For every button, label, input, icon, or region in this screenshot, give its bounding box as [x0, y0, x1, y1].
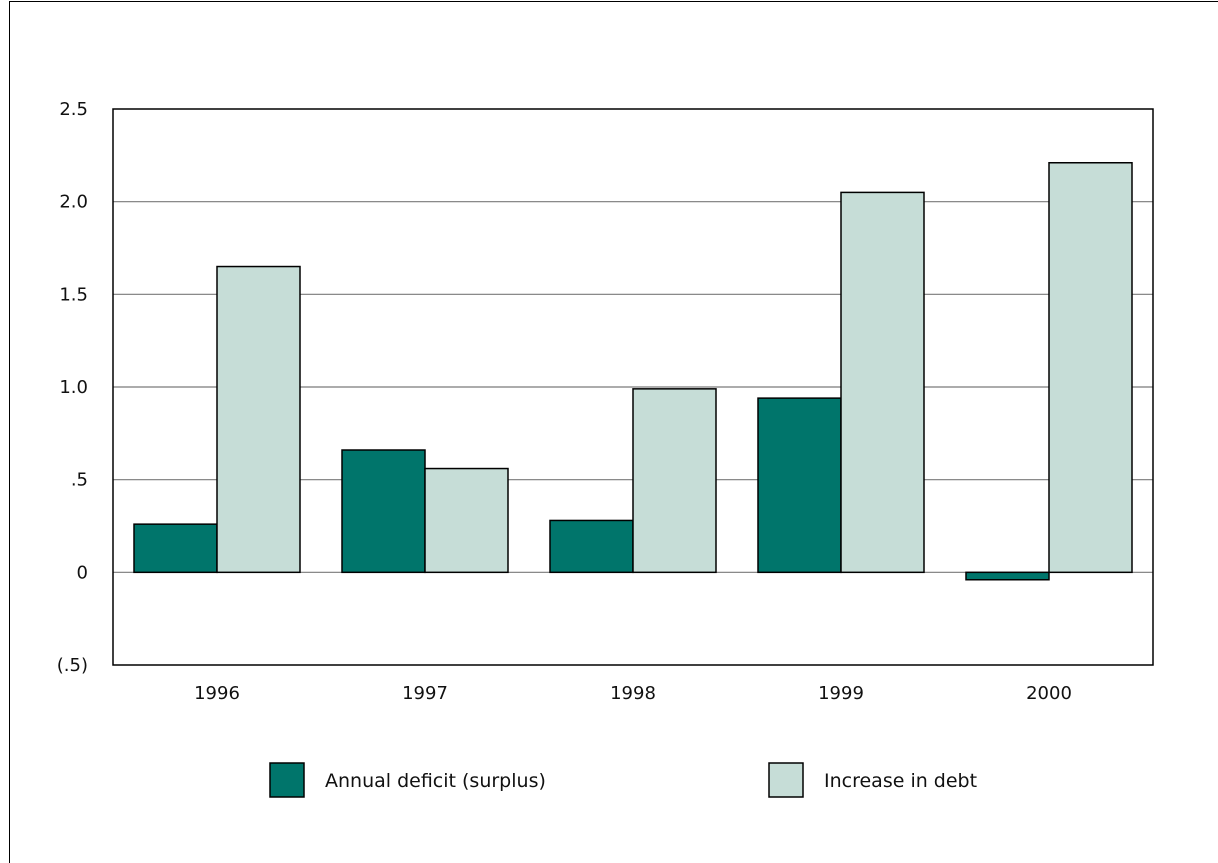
legend-swatch	[269, 762, 305, 798]
y-tick-label: 1.0	[59, 377, 88, 398]
x-tick-label: 1999	[818, 683, 864, 704]
chart-frame	[9, 1, 1218, 863]
bar-increase-in-debt-1998	[632, 388, 717, 574]
y-tick-label: 2.5	[59, 99, 88, 120]
x-tick-label: 2000	[1026, 683, 1072, 704]
x-tick-label: 1998	[610, 683, 656, 704]
y-tick-label: 2.0	[59, 192, 88, 213]
y-tick-labels: 2.5 2.0 1.5 1.0 .5 0 (.5)	[57, 99, 88, 676]
bar-annual-deficit-2000	[965, 571, 1050, 581]
bar-increase-in-debt-2000	[1048, 161, 1133, 574]
x-tick-labels: 1996 1997 1998 1999 2000	[194, 683, 1072, 704]
bar-annual-deficit-1997	[341, 449, 426, 574]
legend: Annual deficit (surplus) Increase in debt	[269, 762, 977, 798]
bar-increase-in-debt-1996	[216, 265, 301, 574]
bar-increase-in-debt-1999	[840, 191, 925, 574]
y-tick-label: 0	[77, 562, 88, 583]
x-tick-label: 1996	[194, 683, 240, 704]
legend-label: Increase in debt	[824, 770, 977, 792]
legend-swatch	[768, 762, 804, 798]
legend-label: Annual deficit (surplus)	[325, 770, 546, 792]
bar-annual-deficit-1996	[133, 523, 218, 574]
y-tick-label: (.5)	[57, 655, 88, 676]
y-tick-label: 1.5	[59, 284, 88, 305]
bar-increase-in-debt-1997	[424, 467, 509, 574]
x-tick-label: 1997	[402, 683, 448, 704]
bars	[133, 161, 1133, 581]
plot-border	[112, 108, 1154, 666]
axes	[112, 108, 1154, 666]
bar-annual-deficit-1998	[549, 519, 634, 574]
y-tick-label: .5	[71, 470, 88, 491]
bar-annual-deficit-1999	[757, 397, 842, 574]
